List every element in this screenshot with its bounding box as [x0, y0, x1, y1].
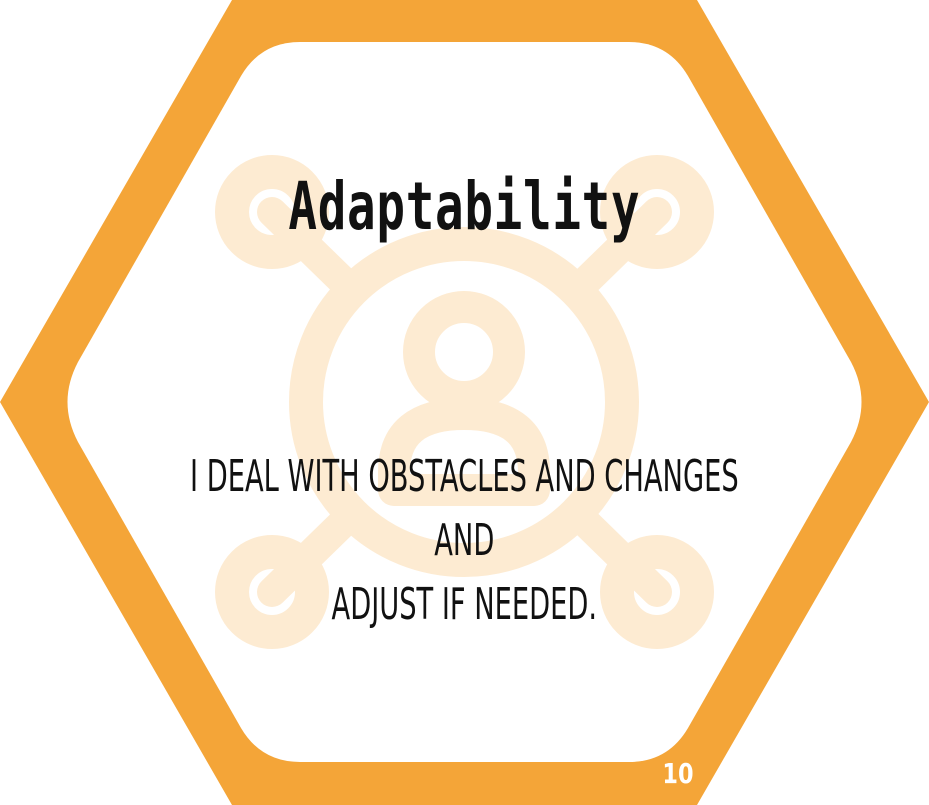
network-person-icon: [215, 155, 714, 649]
card-title: Adaptability: [288, 168, 641, 245]
description-line: I deal with obstacles and changes and: [189, 451, 739, 566]
page-number: 10: [662, 757, 694, 790]
card-description: I deal with obstacles and changes and ad…: [176, 445, 752, 637]
description-line: adjust if needed.: [331, 579, 598, 630]
